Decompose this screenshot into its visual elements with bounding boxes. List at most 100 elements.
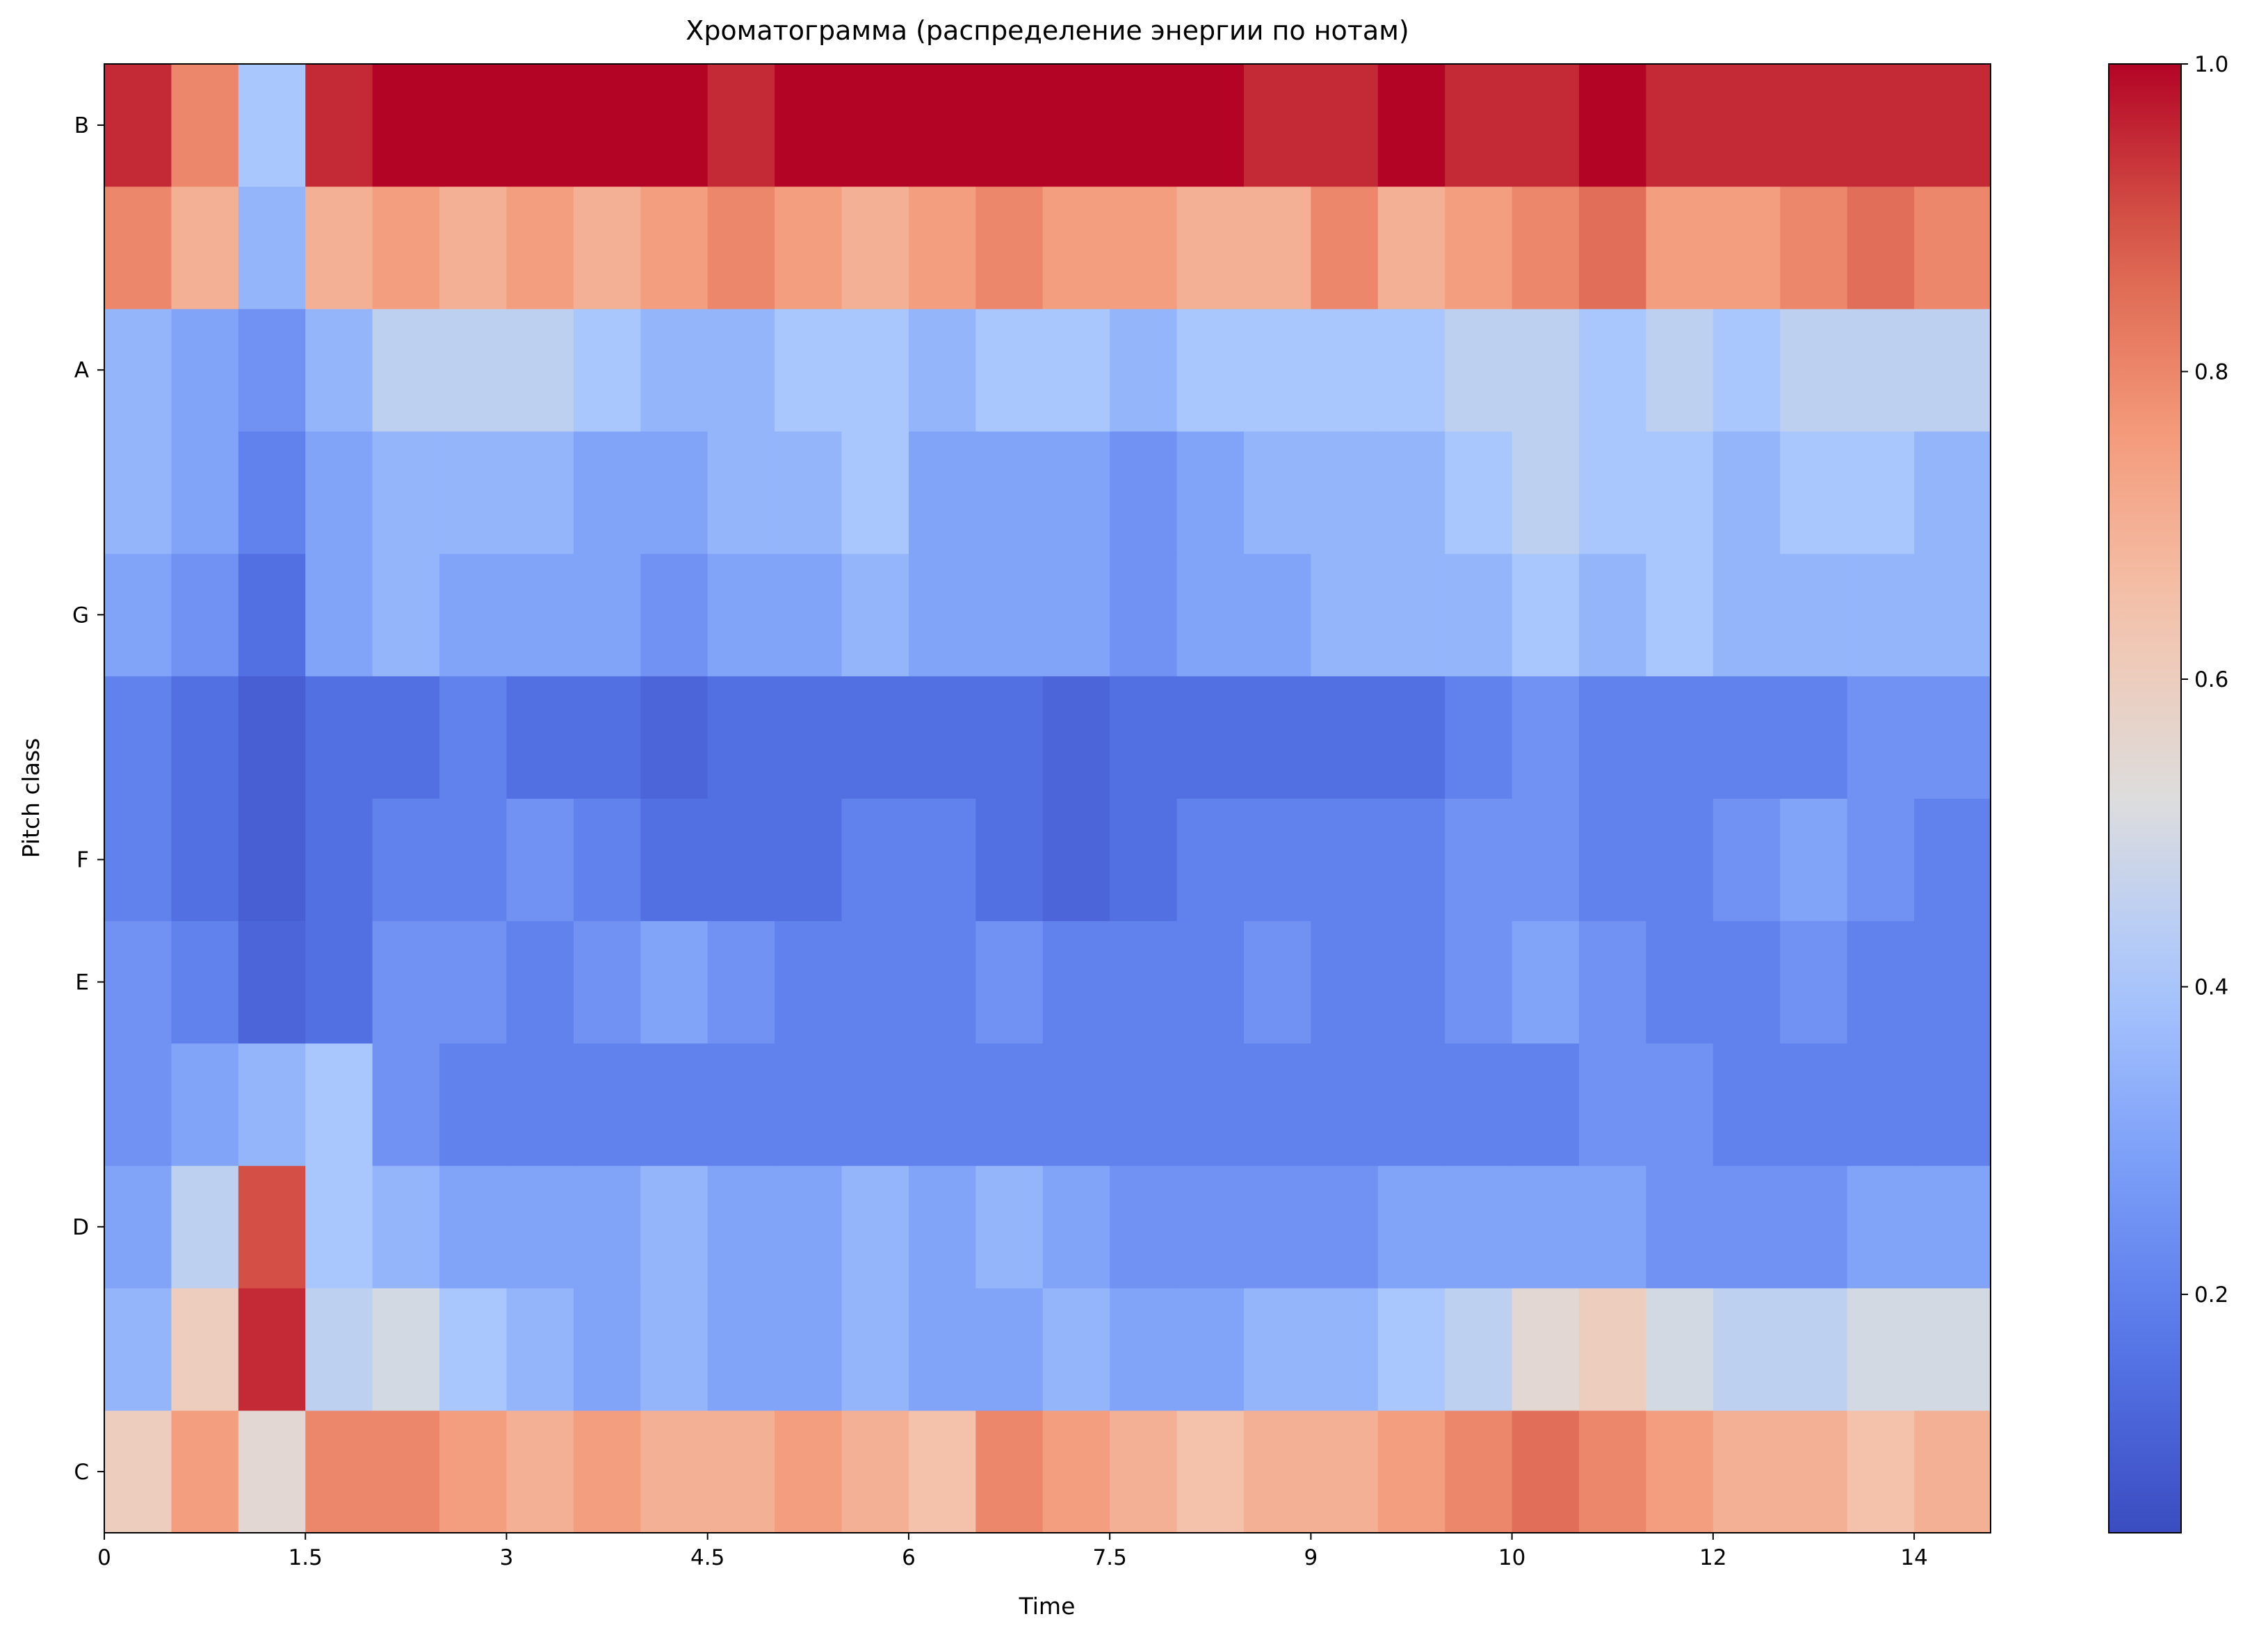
heatmap-cell-G#-18 [1311,431,1379,554]
heatmap-cell-C-6 [506,1410,574,1533]
heatmap-cell-F-9 [707,798,775,922]
colorbar-ticks: 0.2 0.4 0.6 0.8 1.0 [2181,52,2228,1308]
colorbar-tick-label: 1.0 [2194,52,2228,77]
heatmap-cell-D-27 [1914,1165,1991,1289]
heatmap-cell-E-0 [104,920,172,1044]
heatmap-cell-C-17 [1243,1410,1311,1533]
heatmap-cell-A-9 [707,309,775,432]
heatmap-cell-D-25 [1780,1165,1848,1289]
heatmap-cell-A-8 [640,309,708,432]
x-tick-label: 10 [1498,1545,1525,1570]
heatmap-cell-F#-23 [1646,676,1714,799]
heatmap-cell-C#-27 [1914,1287,1991,1411]
heatmap-cell-C-5 [439,1410,507,1533]
heatmap-cell-E-27 [1914,920,1991,1044]
heatmap-cell-C-4 [372,1410,440,1533]
x-tick-label: 12 [1699,1545,1726,1570]
heatmap-cell-G#-17 [1243,431,1311,554]
heatmap-cell-D-17 [1243,1165,1311,1289]
heatmap-cell-A#-26 [1847,186,1915,309]
x-tick-label: 4.5 [690,1545,724,1570]
heatmap-cell-A-13 [975,309,1044,432]
heatmap-cell-B-12 [908,64,976,187]
heatmap-cell-D#-18 [1311,1043,1379,1166]
heatmap-cell-C#-3 [305,1287,373,1411]
heatmap-cell-G#-19 [1377,431,1445,554]
heatmap-cell-E-5 [439,920,507,1044]
heatmap-cell-A-14 [1042,309,1110,432]
heatmap-cell-F-25 [1780,798,1848,922]
heatmap-cell-F-14 [1042,798,1110,922]
heatmap-cell-G#-12 [908,431,976,554]
heatmap-cell-G#-27 [1914,431,1991,554]
heatmap-cell-F-0 [104,798,172,922]
heatmap-cell-D-15 [1110,1165,1178,1289]
heatmap-cell-D-7 [573,1165,641,1289]
heatmap-cell-C-22 [1579,1410,1646,1533]
heatmap-cell-B-6 [506,64,574,187]
heatmap-cell-G-18 [1311,553,1379,676]
heatmap-cell-C#-12 [908,1287,976,1411]
heatmap-cell-F#-17 [1243,676,1311,799]
heatmap-cell-D-8 [640,1165,708,1289]
heatmap-cell-B-9 [707,64,775,187]
heatmap-cell-A#-25 [1780,186,1848,309]
heatmap-cell-E-25 [1780,920,1848,1044]
heatmap-cell-G-11 [841,553,909,676]
heatmap-cell-E-26 [1847,920,1915,1044]
heatmap-cell-D-3 [305,1165,373,1289]
heatmap-cell-D#-8 [640,1043,708,1166]
heatmap-cell-B-22 [1579,64,1646,187]
heatmap-cell-F-20 [1445,798,1513,922]
heatmap-cell-F#-13 [975,676,1044,799]
heatmap-cell-A#-14 [1042,186,1110,309]
heatmap-cell-D#-25 [1780,1043,1848,1166]
heatmap-cell-D-16 [1176,1165,1245,1289]
heatmap-cell-F#-1 [171,676,239,799]
heatmap-cell-C#-26 [1847,1287,1915,1411]
heatmap-cell-E-11 [841,920,909,1044]
heatmap-cell-B-23 [1646,64,1714,187]
heatmap-cell-D-10 [775,1165,843,1289]
heatmap-cell-G#-9 [707,431,775,554]
heatmap-cell-D#-2 [238,1043,306,1166]
heatmap-cell-D#-27 [1914,1043,1991,1166]
heatmap-cell-G-3 [305,553,373,676]
heatmap-cell-E-19 [1377,920,1445,1044]
heatmap-cell-G-8 [640,553,708,676]
heatmap-cell-D-0 [104,1165,172,1289]
heatmap-cell-G#-6 [506,431,574,554]
heatmap-cell-E-8 [640,920,708,1044]
heatmap-cell-E-16 [1176,920,1245,1044]
heatmap-cell-C-19 [1377,1410,1445,1533]
heatmap-cell-G#-14 [1042,431,1110,554]
y-axis-label: Pitch class [17,738,44,858]
heatmap-cell-D#-9 [707,1043,775,1166]
heatmap-cell-B-8 [640,64,708,187]
heatmap-cell-A#-24 [1712,186,1781,309]
heatmap-cell-A#-4 [372,186,440,309]
heatmap-cell-E-18 [1311,920,1379,1044]
heatmap-cell-G-16 [1176,553,1245,676]
heatmap-cell-C#-22 [1579,1287,1646,1411]
heatmap-cell-F-8 [640,798,708,922]
heatmap-cell-F#-2 [238,676,306,799]
heatmap-cell-G-2 [238,553,306,676]
heatmap-cell-C-18 [1311,1410,1379,1533]
x-tick-label: 7.5 [1093,1545,1127,1570]
heatmap-cell-A#-22 [1579,186,1646,309]
heatmap-cell-C-0 [104,1410,172,1533]
heatmap-cell-E-14 [1042,920,1110,1044]
heatmap-cell-B-4 [372,64,440,187]
heatmap-cell-A-1 [171,309,239,432]
heatmap-cell-G#-20 [1445,431,1513,554]
heatmap-cell-A#-2 [238,186,306,309]
heatmap-cell-C-21 [1512,1410,1580,1533]
heatmap-cell-E-10 [775,920,843,1044]
heatmap-cell-F#-7 [573,676,641,799]
heatmap-cell-C#-23 [1646,1287,1714,1411]
x-tick-label: 1.5 [289,1545,323,1570]
heatmap-cell-D-12 [908,1165,976,1289]
heatmap-cell-F#-18 [1311,676,1379,799]
